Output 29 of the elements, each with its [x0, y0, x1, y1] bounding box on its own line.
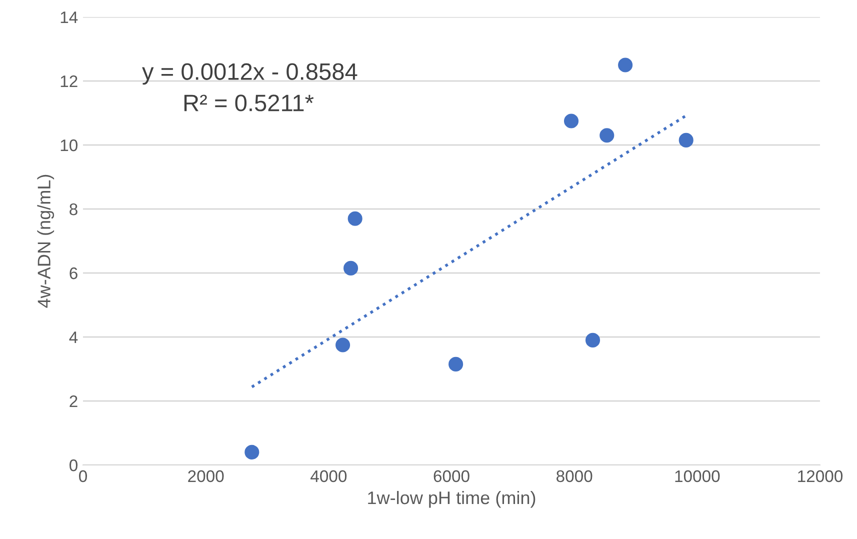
y-tick-label: 0 [70, 459, 78, 472]
y-tick-label: 6 [70, 267, 78, 280]
point [244, 444, 260, 460]
x-tick-label: 2000 [188, 470, 224, 482]
y-tick-label: 10 [60, 139, 78, 152]
x-tick-label: 12000 [798, 470, 843, 482]
x-axis-title: 1w-low pH time (min) [368, 490, 536, 508]
point [585, 332, 600, 348]
point [343, 260, 358, 276]
point [618, 58, 633, 72]
annotation: R² = 0.5211* [184, 94, 314, 112]
point [600, 128, 614, 143]
x-tick-label: 6000 [434, 470, 470, 482]
point [678, 132, 694, 148]
point [348, 211, 362, 226]
y-tick-label: 2 [70, 395, 78, 408]
y-tick-label: 12 [60, 75, 78, 88]
annotation: y = 0.0012x - 0.8584 [142, 63, 358, 85]
x-tick-label: 0 [79, 470, 87, 482]
point [564, 114, 579, 128]
x-tick-label: 4000 [310, 470, 347, 482]
y-tick-label: 14 [60, 12, 78, 24]
y-axis-title: 4w-ADN (ng/mL) [37, 174, 54, 308]
x-tick-label: 10000 [675, 470, 720, 482]
x-tick-label: 8000 [556, 470, 592, 482]
point [448, 356, 464, 372]
y-tick-label: 4 [69, 332, 78, 344]
point [336, 338, 350, 352]
y-tick-label: 8 [70, 203, 78, 216]
